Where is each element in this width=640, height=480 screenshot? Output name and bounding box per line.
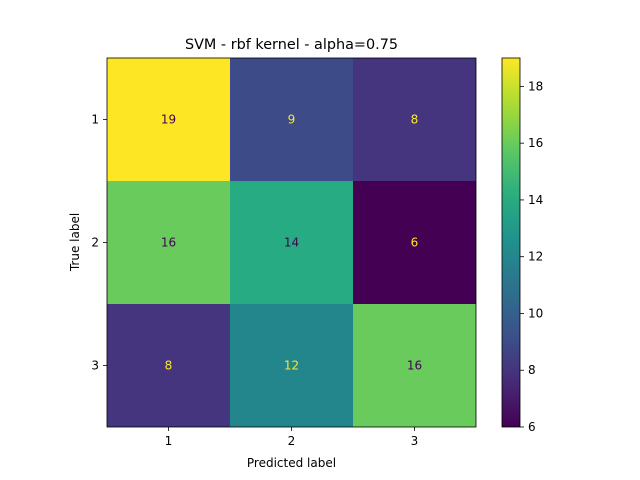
x-axis-label: Predicted label (247, 456, 336, 470)
x-tick-label: 1 (165, 434, 173, 448)
heatmap-cell (107, 304, 230, 427)
y-tick-label: 2 (91, 236, 99, 250)
colorbar-tick-label: 6 (528, 420, 536, 434)
cell-value-label: 12 (284, 359, 299, 373)
heatmap-cell (353, 181, 476, 304)
cell-value-label: 8 (165, 359, 173, 373)
cell-value-label: 9 (288, 113, 296, 127)
cell-value-label: 19 (161, 113, 176, 127)
heatmap-cell (107, 58, 230, 181)
heatmap-cell (107, 181, 230, 304)
colorbar-tick-label: 18 (528, 79, 543, 93)
cell-value-label: 14 (284, 236, 299, 250)
x-tick-label: 3 (411, 434, 419, 448)
colorbar-tick-label: 14 (528, 193, 543, 207)
colorbar-gradient (501, 57, 521, 428)
heatmap-cell (230, 304, 353, 427)
x-tick-label: 2 (288, 434, 296, 448)
heatmap-cell (353, 304, 476, 427)
x-axis: 1 2 3 (165, 427, 419, 448)
chart-title: SVM - rbf kernel - alpha=0.75 (185, 37, 398, 53)
colorbar-tick-label: 16 (528, 136, 543, 150)
colorbar: 6 8 10 12 14 16 18 (501, 57, 543, 434)
colorbar-tick-label: 10 (528, 306, 543, 320)
cell-value-label: 6 (411, 236, 419, 250)
cell-value-label: 8 (411, 113, 419, 127)
heatmap-cells: 19 9 8 16 14 6 8 12 16 (106, 57, 477, 428)
heatmap-cell (353, 58, 476, 181)
y-tick-label: 1 (91, 113, 99, 127)
y-tick-label: 3 (91, 359, 99, 373)
y-axis: 1 2 3 (91, 113, 107, 373)
cell-value-label: 16 (161, 236, 176, 250)
heatmap-cell (230, 181, 353, 304)
heatmap-cell (230, 58, 353, 181)
colorbar-tick-label: 8 (528, 363, 536, 377)
cell-value-label: 16 (407, 359, 422, 373)
colorbar-tick-label: 12 (528, 250, 543, 264)
y-axis-label: True label (68, 213, 82, 272)
